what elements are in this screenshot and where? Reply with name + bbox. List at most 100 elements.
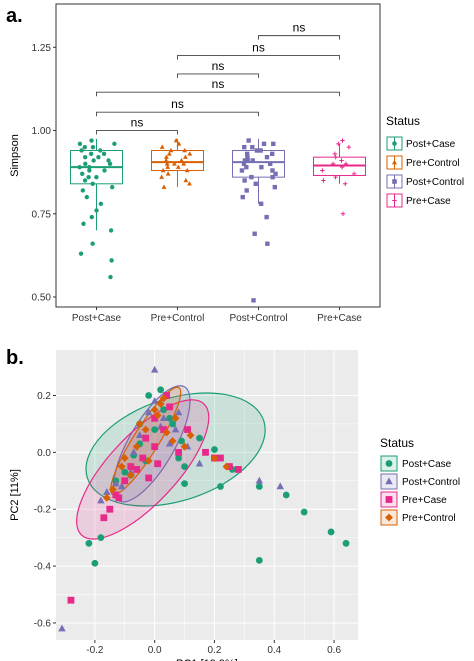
data-point <box>153 411 162 420</box>
data-point <box>254 148 260 153</box>
data-point <box>163 392 171 399</box>
data-point <box>181 463 188 470</box>
data-point <box>264 154 270 160</box>
data-point <box>91 559 99 567</box>
data-point <box>157 386 165 394</box>
data-point <box>89 138 94 143</box>
data-point <box>252 231 257 236</box>
data-point <box>168 147 174 153</box>
y-tick-label: 1.00 <box>32 126 52 137</box>
panel-a-boxplot: 0.50 0.75 1.00 1.25 Simpson Post+Case Pre+Cont… <box>9 3 464 324</box>
data-point <box>165 164 171 169</box>
legend-label: Post+Case <box>406 139 456 150</box>
legend-label: Pre+Case <box>406 196 451 207</box>
data-point <box>166 151 172 156</box>
legend-key-marker <box>392 179 397 184</box>
data-point <box>267 161 273 167</box>
data-point <box>251 298 256 303</box>
data-point <box>90 241 95 246</box>
data-point <box>330 161 336 167</box>
comparison-label: ns <box>212 59 225 73</box>
data-point <box>94 208 99 213</box>
data-point <box>132 442 141 451</box>
data-point <box>343 161 349 167</box>
data-point <box>121 477 129 485</box>
data-point <box>217 483 224 490</box>
data-point <box>85 539 93 547</box>
data-point <box>246 138 251 143</box>
x-tick-label: 0.4 <box>267 645 281 656</box>
y-tick-label: 0.75 <box>32 209 52 220</box>
legend-key-marker <box>385 496 393 503</box>
data-point <box>151 414 159 422</box>
data-point <box>336 141 341 147</box>
legend-label: Pre+Case <box>402 495 447 506</box>
data-point <box>90 144 96 150</box>
data-point <box>171 414 180 423</box>
panel-b-legend: Status Post+Case Post+Control Pre+Case Pre+C… <box>380 436 460 526</box>
data-point <box>339 164 345 170</box>
y-axis-label: PC2 [11%] <box>9 469 21 521</box>
data-point <box>159 174 165 179</box>
data-point <box>321 178 326 183</box>
data-point <box>162 428 171 437</box>
y-tick-label: 0.0 <box>37 448 51 459</box>
comparison-label: ns <box>212 77 225 91</box>
data-point <box>175 448 182 456</box>
legend-entry-post-case: Post+Case <box>386 136 456 151</box>
data-point <box>173 137 179 143</box>
data-point <box>156 400 165 408</box>
data-point <box>166 403 174 411</box>
data-point <box>351 171 357 177</box>
y-tick-label: -0.2 <box>34 505 52 516</box>
legend-key-marker <box>385 513 393 522</box>
legend-label: Post+Case <box>402 459 452 470</box>
data-point <box>82 154 88 160</box>
data-point <box>109 184 115 190</box>
data-point <box>112 141 117 147</box>
legend-key-marker <box>391 159 398 165</box>
legend-key-marker <box>392 198 397 203</box>
legend-key-marker <box>385 477 393 485</box>
series-pre-control <box>102 394 231 502</box>
data-point <box>327 528 335 536</box>
box-group-pre-control <box>151 137 204 189</box>
data-point <box>151 426 159 434</box>
data-point <box>179 157 184 163</box>
data-point <box>175 164 181 169</box>
data-point <box>269 151 275 157</box>
data-point <box>171 425 180 433</box>
data-point <box>181 161 187 166</box>
data-point <box>160 406 168 414</box>
data-point <box>58 624 66 632</box>
legend-entry-pre-case: Pre+Case <box>380 491 447 508</box>
data-point <box>211 446 218 453</box>
data-point <box>87 164 92 170</box>
data-point <box>79 148 84 153</box>
data-point <box>133 466 141 473</box>
data-point <box>91 158 96 163</box>
data-point <box>101 151 107 157</box>
data-point <box>175 454 182 462</box>
x-tick-label: Pre+Control <box>151 313 205 324</box>
comparison-bracket <box>96 91 340 97</box>
data-point <box>255 556 263 564</box>
data-point <box>339 158 344 163</box>
data-point <box>159 394 168 403</box>
data-point <box>276 482 284 490</box>
data-point <box>265 241 270 246</box>
data-point <box>77 164 82 170</box>
data-point <box>145 392 153 399</box>
data-point <box>77 141 83 147</box>
data-point <box>89 214 94 220</box>
data-point <box>151 443 159 451</box>
data-point <box>340 138 345 143</box>
data-point <box>83 161 88 167</box>
data-point <box>171 161 177 166</box>
data-point <box>255 476 264 484</box>
data-point <box>239 168 245 173</box>
data-point <box>82 178 88 183</box>
y-tick-label: 0.2 <box>37 391 51 402</box>
y-tick-label: 0.50 <box>32 293 52 304</box>
